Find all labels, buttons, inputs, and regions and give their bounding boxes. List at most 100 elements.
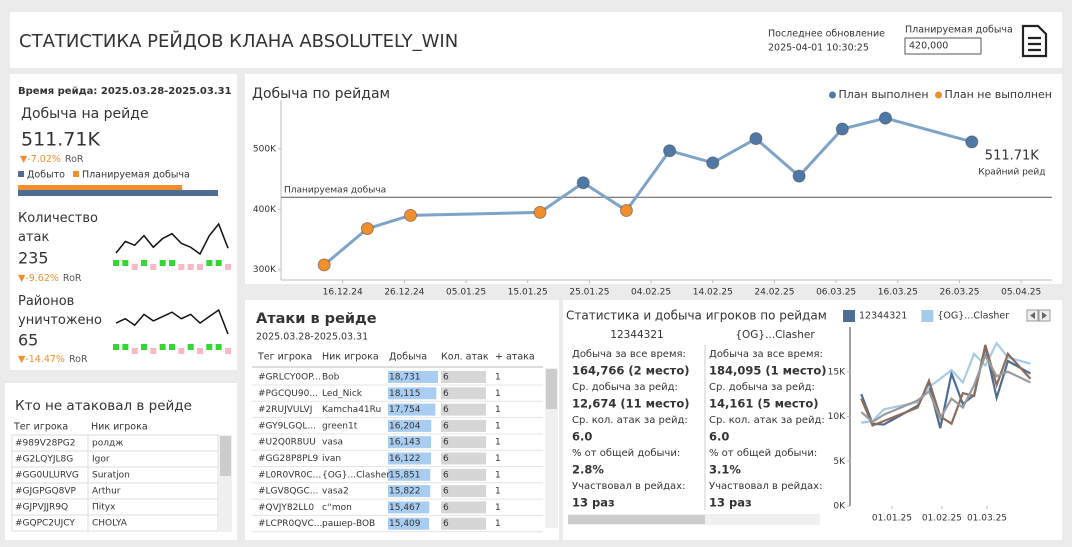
legend-swatch	[921, 310, 934, 322]
trend-square	[113, 344, 119, 350]
attack-bar	[441, 403, 486, 416]
trend-square	[197, 264, 203, 270]
legend-text: Планируемая добыча	[82, 170, 190, 181]
x-tick-label: 26.03.25	[939, 288, 979, 298]
trend-square	[215, 344, 222, 350]
field-label: Участвовал в рейдах:	[572, 481, 685, 492]
field-value: 13 раз	[709, 496, 752, 510]
page-title: СТАТИСТИКА РЕЙДОВ КЛАНА ABSOLUTELY_WIN	[19, 30, 458, 52]
point	[619, 204, 633, 218]
panel-title: Статистика и добыча игроков по рейдам	[566, 309, 827, 323]
plan-label: Планируемая добыча	[905, 25, 1013, 36]
trend-square	[187, 264, 194, 270]
attack-bar	[441, 517, 486, 530]
trend-square	[113, 260, 119, 266]
header-panel	[10, 12, 1062, 68]
table-cell: 6	[443, 373, 449, 383]
y-tick-label: 15K	[828, 367, 846, 377]
field-value: 2.8%	[572, 463, 604, 477]
table-cell: green1t	[322, 421, 358, 431]
table-cell: 15,822	[389, 487, 421, 497]
table-cell: Igor	[92, 455, 110, 465]
table-cell: 6	[443, 470, 449, 480]
legend-arrows[interactable]	[1026, 309, 1051, 322]
chart-title: Добыча по рейдам	[252, 86, 390, 102]
field-value: 164,766 (2 место)	[572, 364, 689, 378]
table-cell: #GQPC2UJCY	[15, 519, 75, 529]
table-cell: 1	[495, 438, 501, 448]
field-label: Добыча за все время:	[709, 349, 823, 360]
trend-square	[178, 264, 185, 270]
table-cell: Arthur	[92, 487, 121, 497]
kpi-value: 65	[18, 331, 38, 350]
change-value: ▼-14.47%	[18, 354, 65, 365]
legend-swatch	[18, 171, 24, 177]
scroll-thumb[interactable]	[568, 515, 705, 524]
legend-text: {OG}...Clasher	[937, 311, 1009, 322]
document-icon[interactable]	[1021, 24, 1048, 58]
table-cell: 1	[495, 405, 501, 415]
x-tick-label: 06.03.25	[816, 288, 856, 298]
table-cell: vasa	[322, 438, 343, 448]
trend-square	[122, 260, 129, 266]
legend-dot	[829, 91, 837, 99]
legend-text: Добыто	[27, 170, 65, 181]
y-tick-label: 500K	[253, 144, 277, 154]
table-cell: 1	[495, 503, 501, 513]
scroll-thumb[interactable]	[220, 436, 231, 476]
field-value: 14,161 (5 место)	[709, 397, 818, 411]
attack-bar	[441, 371, 486, 383]
attack-bar	[441, 468, 486, 481]
table-cell: 1	[495, 487, 501, 497]
point	[792, 169, 806, 183]
trend-square	[150, 348, 157, 354]
plan-value: 420,000	[909, 41, 948, 52]
attack-bar	[441, 452, 486, 465]
attack-bar	[441, 436, 486, 449]
change-value: ▼-9.62%	[18, 273, 59, 284]
plan-input[interactable]	[904, 37, 982, 55]
x-tick-label: 04.02.25	[631, 288, 671, 298]
kpi-panel	[10, 74, 237, 370]
column-header: Тег игрока	[13, 422, 68, 433]
table-cell: Suratjon	[92, 471, 130, 481]
legend-text: 12344321	[859, 311, 907, 322]
x-tick-label: 05.01.25	[446, 288, 486, 298]
column-header: Тег игрока	[257, 352, 312, 363]
raid-period: Время рейда: 2025.03.28-2025.03.31	[18, 86, 232, 97]
kpi-change: ▼-7.02% RoR	[20, 154, 84, 165]
trend-square	[141, 344, 147, 350]
table-cell: #2RUJVULVJ	[258, 405, 312, 415]
change-label: RoR	[65, 154, 84, 165]
trend-square	[122, 344, 129, 350]
legend-swatch	[72, 171, 79, 177]
kpi-change: ▼-9.62% RoR	[18, 273, 82, 284]
legend-text: План выполнен	[839, 88, 929, 101]
table-cell: 1	[495, 519, 501, 529]
table-cell: 6	[443, 454, 449, 464]
table-cell: 18,731	[389, 373, 421, 383]
legend-text: План не выполнен	[945, 88, 1052, 101]
table-cell: #L0R0VR0C...	[258, 470, 321, 480]
field-value: 184,095 (1 место)	[709, 364, 826, 378]
scroll-thumb[interactable]	[546, 369, 557, 409]
loot-bar	[388, 517, 430, 530]
reference-label: Планируемая добыча	[284, 186, 386, 196]
x-tick-label: 14.02.25	[693, 288, 733, 298]
value-label: 511.71K	[985, 148, 1039, 163]
table-cell: #GG28P8PL9	[258, 454, 319, 464]
table-cell: vasa2	[322, 487, 349, 497]
table-cell: 6	[443, 438, 449, 448]
kpi-title: Количество атак	[18, 211, 98, 245]
series-line	[860, 344, 1032, 427]
change-value: ▼-7.02%	[20, 154, 61, 165]
y-tick-label: 10K	[828, 412, 846, 422]
column-header: Добыча	[389, 352, 427, 363]
field-value: 6.0	[709, 430, 729, 444]
trend-square	[206, 344, 213, 350]
kpi-change: ▼-14.47% RoR	[18, 354, 88, 365]
series-line	[860, 346, 1032, 429]
y-tick-label: 5K	[833, 457, 846, 467]
